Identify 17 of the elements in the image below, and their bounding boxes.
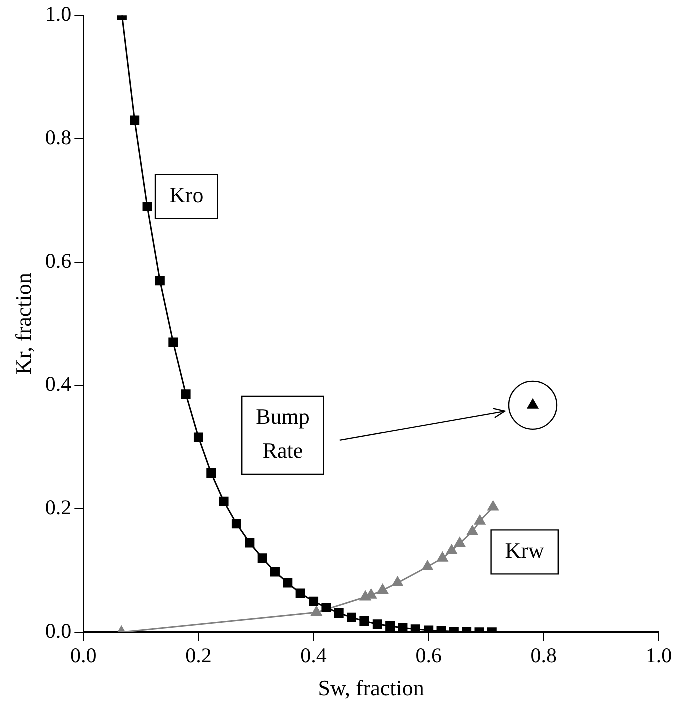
x-tick-label: 0.6 (416, 644, 442, 668)
x-axis-title: Sw, fraction (318, 676, 424, 701)
x-tick-label: 0.4 (300, 644, 328, 668)
annotation: Bump Rate (256, 404, 310, 464)
x-tick-label: 0.2 (186, 644, 212, 668)
y-tick-label: 0.2 (45, 496, 72, 520)
x-tick-label: 1.0 (646, 644, 672, 668)
y-tick-label: 0.6 (45, 248, 72, 273)
y-tick-label: 0.8 (45, 125, 72, 150)
y-tick-label: 0.0 (45, 618, 72, 643)
y-axis-title: Kr, fraction (10, 273, 36, 375)
y-tick-label: 1.0 (45, 2, 72, 26)
y-tick-label: 0.4 (45, 372, 72, 396)
series-label: Krw (505, 538, 545, 563)
series-label: Kro (170, 182, 204, 208)
x-tick-label: 0.0 (70, 644, 97, 668)
x-tick-label: 0.8 (530, 644, 558, 668)
